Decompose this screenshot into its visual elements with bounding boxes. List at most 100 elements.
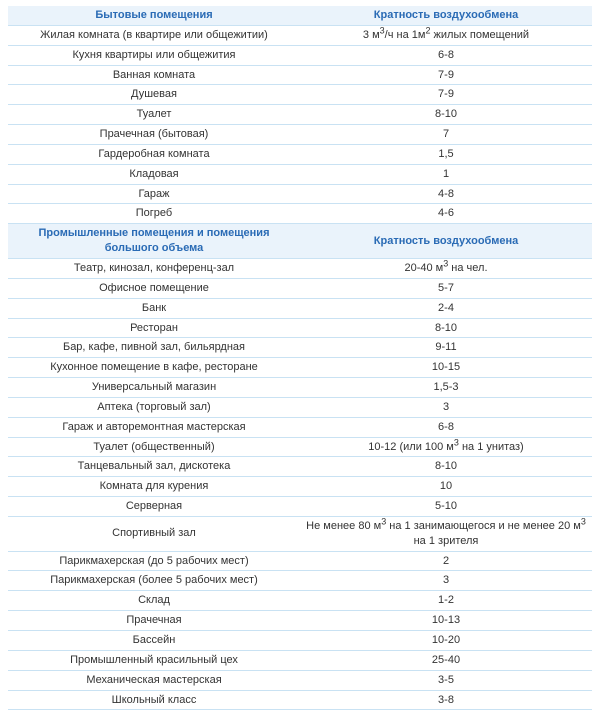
table-row: Универсальный магазин1,5-3 [8, 378, 592, 398]
table-row: Промышленный красильный цех25-40 [8, 650, 592, 670]
rate-cell: 5-7 [300, 278, 592, 298]
room-cell: Ресторан [8, 318, 300, 338]
rate-cell: 8-10 [300, 318, 592, 338]
rate-cell: 1 [300, 164, 592, 184]
table-row: Бар, кафе, пивной зал, бильярдная9-11 [8, 338, 592, 358]
rate-cell: 8-10 [300, 105, 592, 125]
rate-cell: 10 [300, 477, 592, 497]
rate-cell: 4-8 [300, 184, 592, 204]
rate-cell: 3 м3/ч на 1м2 жилых помещений [300, 25, 592, 45]
rate-cell: 9-11 [300, 338, 592, 358]
table-row: Спортивный залНе менее 80 м3 на 1 занима… [8, 516, 592, 551]
table-row: Гардеробная комната1,5 [8, 144, 592, 164]
rate-cell: 1,5 [300, 144, 592, 164]
table-row: Парикмахерская (более 5 рабочих мест)3 [8, 571, 592, 591]
table-row: Комната для курения10 [8, 477, 592, 497]
room-cell: Туалет (общественный) [8, 437, 300, 457]
room-cell: Бассейн [8, 631, 300, 651]
rate-cell: 2 [300, 551, 592, 571]
room-cell: Офисное помещение [8, 278, 300, 298]
header-right: Кратность воздухообмена [300, 224, 592, 259]
rate-cell: 10-12 (или 100 м3 на 1 унитаз) [300, 437, 592, 457]
section-header: Бытовые помещенияКратность воздухообмена [8, 6, 592, 25]
room-cell: Театр, кинозал, конференц-зал [8, 258, 300, 278]
rate-cell: 10-15 [300, 358, 592, 378]
room-cell: Универсальный магазин [8, 378, 300, 398]
table-row: Гараж и авторемонтная мастерская6-8 [8, 417, 592, 437]
table-row: Школьный класс3-8 [8, 690, 592, 710]
room-cell: Банк [8, 298, 300, 318]
rate-cell: 3-5 [300, 670, 592, 690]
table-row: Театр, кинозал, конференц-зал20-40 м3 на… [8, 258, 592, 278]
table-row: Жилая комната (в квартире или общежитии)… [8, 25, 592, 45]
table-row: Кладовая1 [8, 164, 592, 184]
table-row: Парикмахерская (до 5 рабочих мест)2 [8, 551, 592, 571]
room-cell: Туалет [8, 105, 300, 125]
rate-cell: 7-9 [300, 85, 592, 105]
rate-cell: 5-10 [300, 497, 592, 517]
room-cell: Серверная [8, 497, 300, 517]
rate-cell: Не менее 80 м3 на 1 занимающегося и не м… [300, 516, 592, 551]
room-cell: Промышленный красильный цех [8, 650, 300, 670]
room-cell: Аптека (торговый зал) [8, 397, 300, 417]
room-cell: Комната для курения [8, 477, 300, 497]
room-cell: Прачечная [8, 611, 300, 631]
room-cell: Прачечная (бытовая) [8, 125, 300, 145]
room-cell: Душевая [8, 85, 300, 105]
table-row: Ванная комната7-9 [8, 65, 592, 85]
table-row: Прачечная10-13 [8, 611, 592, 631]
rate-cell: 10-13 [300, 611, 592, 631]
table-row: Душевая7-9 [8, 85, 592, 105]
room-cell: Ванная комната [8, 65, 300, 85]
table-row: Офисное помещение5-7 [8, 278, 592, 298]
table-row: Погреб4-6 [8, 204, 592, 224]
air-exchange-table-wrap: Бытовые помещенияКратность воздухообмена… [0, 0, 600, 716]
rate-cell: 20-40 м3 на чел. [300, 258, 592, 278]
room-cell: Парикмахерская (более 5 рабочих мест) [8, 571, 300, 591]
room-cell: Парикмахерская (до 5 рабочих мест) [8, 551, 300, 571]
table-row: Прачечная (бытовая)7 [8, 125, 592, 145]
rate-cell: 6-8 [300, 417, 592, 437]
header-left: Бытовые помещения [8, 6, 300, 25]
room-cell: Жилая комната (в квартире или общежитии) [8, 25, 300, 45]
rate-cell: 3-8 [300, 690, 592, 710]
rate-cell: 7 [300, 125, 592, 145]
rate-cell: 7-9 [300, 65, 592, 85]
room-cell: Кухонное помещение в кафе, ресторане [8, 358, 300, 378]
table-row: Механическая мастерская3-5 [8, 670, 592, 690]
table-row: Туалет (общественный)10-12 (или 100 м3 н… [8, 437, 592, 457]
table-row: Гараж4-8 [8, 184, 592, 204]
room-cell: Механическая мастерская [8, 670, 300, 690]
header-left: Промышленные помещения и помещения больш… [8, 224, 300, 259]
section-header: Промышленные помещения и помещения больш… [8, 224, 592, 259]
room-cell: Бар, кафе, пивной зал, бильярдная [8, 338, 300, 358]
room-cell: Школьный класс [8, 690, 300, 710]
rate-cell: 1-2 [300, 591, 592, 611]
table-row: Туалет8-10 [8, 105, 592, 125]
table-row: Бассейн10-20 [8, 631, 592, 651]
room-cell: Погреб [8, 204, 300, 224]
table-row: Танцевальный зал, дискотека8-10 [8, 457, 592, 477]
rate-cell: 2-4 [300, 298, 592, 318]
rate-cell: 8-10 [300, 457, 592, 477]
air-exchange-table: Бытовые помещенияКратность воздухообмена… [8, 6, 592, 710]
rate-cell: 25-40 [300, 650, 592, 670]
room-cell: Кладовая [8, 164, 300, 184]
room-cell: Кухня квартиры или общежития [8, 45, 300, 65]
rate-cell: 3 [300, 571, 592, 591]
room-cell: Спортивный зал [8, 516, 300, 551]
table-row: Ресторан8-10 [8, 318, 592, 338]
rate-cell: 6-8 [300, 45, 592, 65]
room-cell: Гараж [8, 184, 300, 204]
header-right: Кратность воздухообмена [300, 6, 592, 25]
rate-cell: 3 [300, 397, 592, 417]
table-row: Склад1-2 [8, 591, 592, 611]
table-body: Бытовые помещенияКратность воздухообмена… [8, 6, 592, 710]
room-cell: Гардеробная комната [8, 144, 300, 164]
table-row: Банк2-4 [8, 298, 592, 318]
table-row: Кухня квартиры или общежития6-8 [8, 45, 592, 65]
table-row: Кухонное помещение в кафе, ресторане10-1… [8, 358, 592, 378]
room-cell: Склад [8, 591, 300, 611]
room-cell: Гараж и авторемонтная мастерская [8, 417, 300, 437]
rate-cell: 10-20 [300, 631, 592, 651]
